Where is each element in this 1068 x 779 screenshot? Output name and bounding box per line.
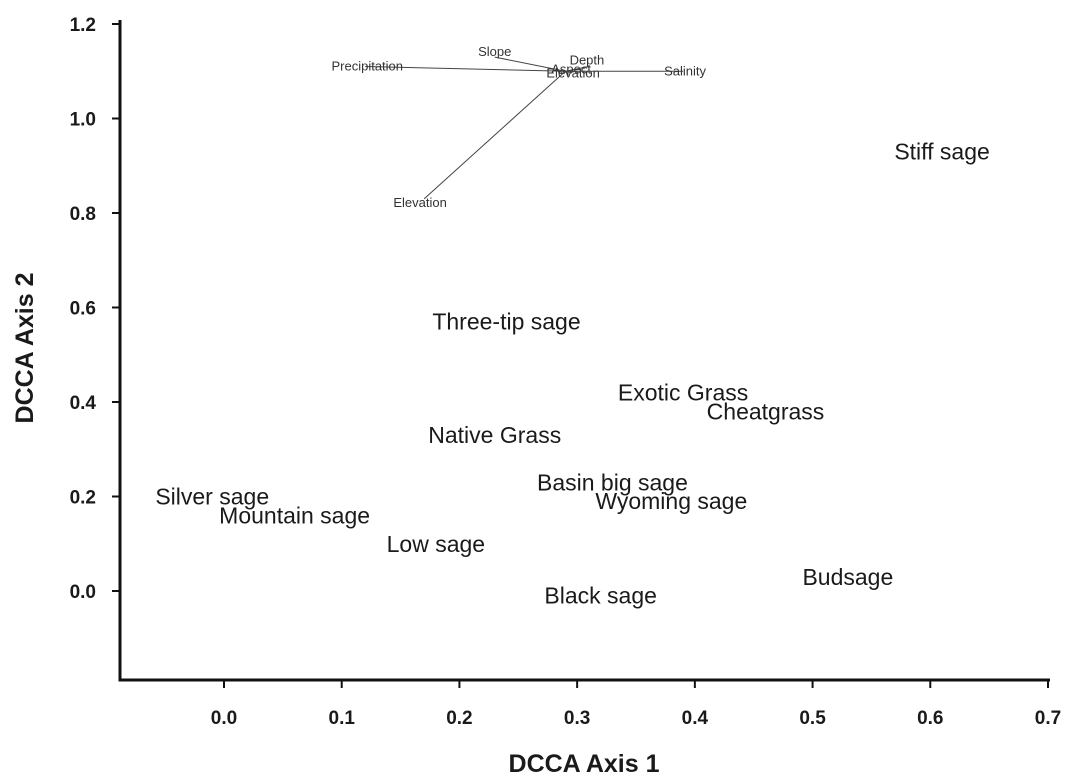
x-tick-label: 0.3 <box>564 708 590 729</box>
species-point-label: Silver sage <box>155 484 269 510</box>
vector-arrow <box>423 70 566 200</box>
species-point-label: Low sage <box>387 531 485 557</box>
y-tick-label: 0.8 <box>70 204 96 225</box>
vector-label: Slope <box>478 44 511 59</box>
y-axis-title: DCCA Axis 2 <box>11 273 39 424</box>
species-point-label: Wyoming sage <box>595 488 747 514</box>
vector-arrow <box>494 56 566 72</box>
vector-label: Salinity <box>664 63 706 78</box>
vector-label: Depth <box>570 53 605 68</box>
y-tick-label: 0.6 <box>70 299 96 320</box>
y-axis-ticks: 0.0 0.2 0.4 0.6 0.8 1.0 1.2 <box>70 15 120 603</box>
species-point-label: Three-tip sage <box>432 309 580 335</box>
x-tick-label: 0.7 <box>1035 708 1061 729</box>
vector-label: Aspect <box>551 61 591 76</box>
y-tick-label: 1.0 <box>70 110 96 131</box>
species-point-label: Black sage <box>544 583 657 609</box>
species-labels: Stiff sage Three-tip sage Exotic GrassChea… <box>155 139 989 609</box>
species-point-label: Exotic Grass <box>618 380 748 406</box>
y-tick-label: 0.0 <box>70 582 96 603</box>
y-tick-label: 0.4 <box>70 393 97 414</box>
x-tick-label: 0.1 <box>329 708 356 729</box>
species-point-label: Cheatgrass <box>707 398 825 424</box>
x-tick-label: 0.6 <box>917 708 943 729</box>
vector-arrow <box>365 66 566 72</box>
vector-label: Elevation <box>546 65 599 80</box>
y-tick-label: 0.2 <box>70 488 96 509</box>
species-point-label: Native Grass <box>428 422 561 448</box>
vector-label: Elevation <box>393 195 446 210</box>
x-tick-label: 0.4 <box>682 708 709 729</box>
species-point-label: Mountain sage <box>219 502 370 528</box>
x-tick-label: 0.5 <box>799 708 826 729</box>
x-tick-label: 0.0 <box>211 708 237 729</box>
species-point-label: Budsage <box>802 564 893 590</box>
x-axis-title: DCCA Axis 1 <box>509 750 660 778</box>
species-point-label: Basin big sage <box>537 469 688 495</box>
species-point-label: Stiff sage <box>894 139 989 165</box>
y-tick-label: 1.2 <box>70 15 96 36</box>
vector-arrow <box>565 66 590 72</box>
vector-label: Precipitation <box>331 59 403 74</box>
x-axis-ticks: 0.0 0.1 0.2 0.3 0.4 0.5 0.6 0.7 <box>211 680 1061 729</box>
x-tick-label: 0.2 <box>446 708 472 729</box>
